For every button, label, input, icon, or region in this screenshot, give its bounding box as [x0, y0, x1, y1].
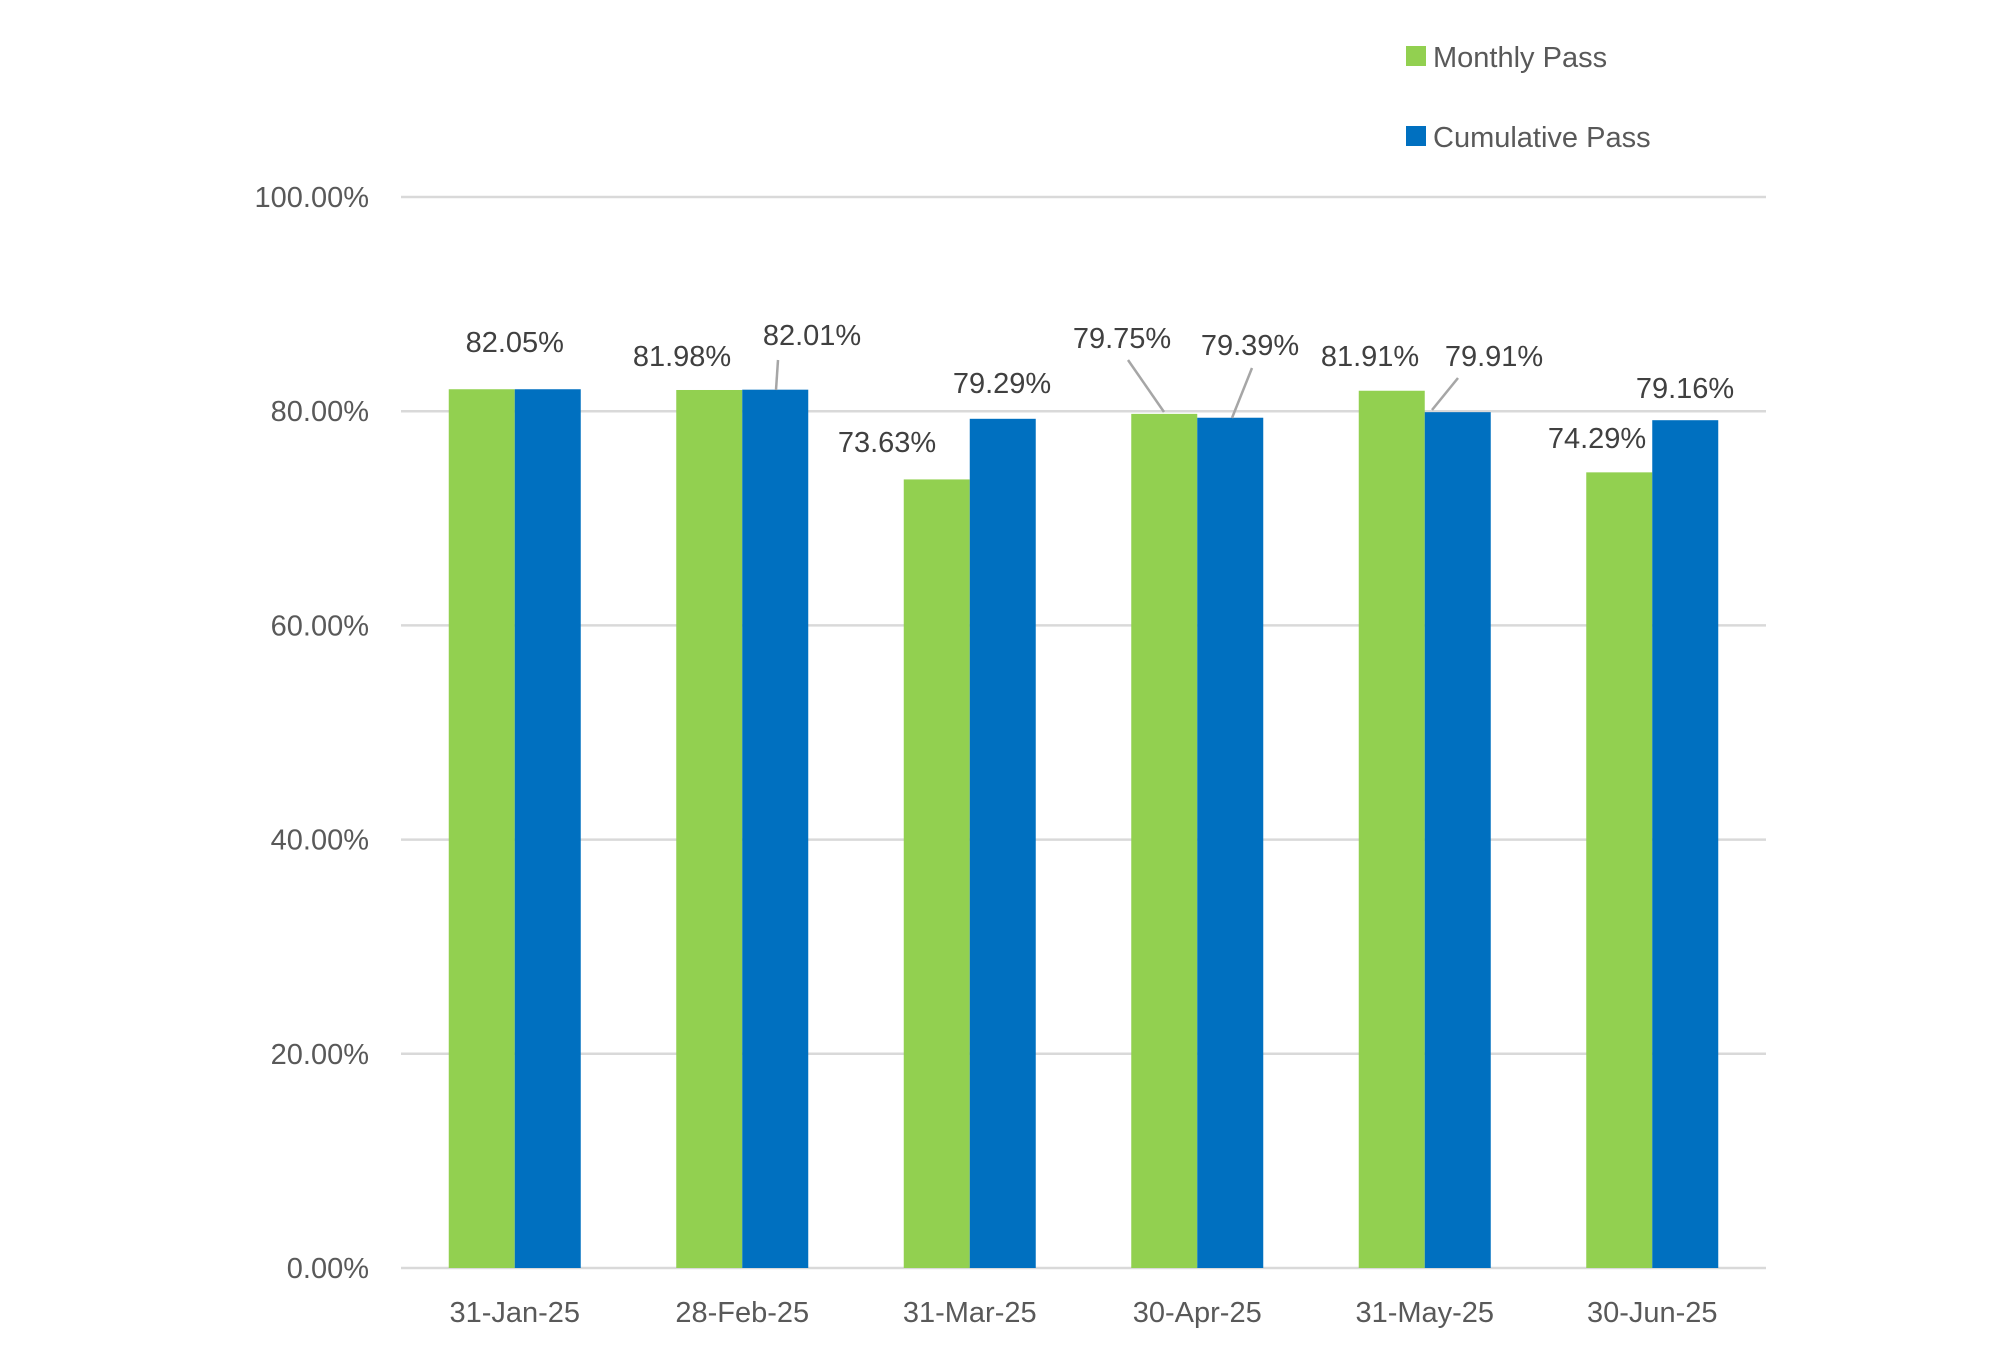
y-tick-label: 60.00%: [271, 610, 369, 642]
y-tick-label: 40.00%: [271, 825, 369, 857]
x-tick-label: 31-May-25: [1355, 1297, 1494, 1329]
bar-cumulative-pass: [969, 418, 1036, 1269]
bar-monthly-pass: [903, 479, 970, 1268]
x-tick-label: 31-Mar-25: [903, 1297, 1037, 1329]
data-labels: 82.05% 81.98% 82.01% 73.63% 79.29% 79.75% 79.3…: [466, 320, 1735, 459]
data-label-monthly-pass: 79.75%: [1073, 323, 1171, 355]
leader-line: [1126, 359, 1166, 413]
data-label-cumulative-pass: 82.01%: [763, 320, 861, 352]
data-label-monthly-pass: 81.91%: [1321, 341, 1419, 373]
gridlines: [401, 195, 1766, 1270]
y-tick-label: 20.00%: [271, 1039, 369, 1071]
bar-cumulative-pass: [1652, 420, 1719, 1268]
bar-monthly-pass: [676, 389, 743, 1268]
bar-monthly-pass: [1586, 472, 1653, 1268]
leader-line: [1431, 377, 1459, 411]
legend-label: Monthly Pass: [1433, 42, 1607, 74]
y-axis: 0.00% 20.00% 40.00% 60.00% 80.00% 100.00%: [255, 182, 370, 1285]
data-label-cumulative-pass: 79.91%: [1445, 341, 1543, 373]
x-tick-label: 28-Feb-25: [675, 1297, 809, 1329]
data-label-monthly-pass: 73.63%: [838, 427, 936, 459]
bar-cumulative-pass: [1424, 412, 1491, 1268]
bar-monthly-pass: [1131, 413, 1198, 1268]
bars: [448, 389, 1719, 1269]
leader-line: [1230, 367, 1254, 419]
y-tick-label: 100.00%: [255, 182, 370, 214]
legend-swatch: [1406, 46, 1426, 66]
y-tick-label: 0.00%: [287, 1253, 369, 1285]
bar-cumulative-pass: [514, 389, 581, 1268]
leader-line: [774, 359, 780, 391]
bar-monthly-pass: [448, 389, 515, 1268]
bar-cumulative-pass: [742, 389, 809, 1268]
data-label-monthly-pass: 81.98%: [633, 341, 731, 373]
data-label-monthly-pass: 74.29%: [1548, 423, 1646, 455]
legend-swatch: [1406, 126, 1426, 146]
leader-lines: [774, 359, 1459, 419]
legend: Monthly Pass Cumulative Pass: [1406, 42, 1651, 154]
x-axis: 31-Jan-25 28-Feb-25 31-Mar-25 30-Apr-25 31-M…: [449, 1297, 1717, 1329]
legend-label: Cumulative Pass: [1433, 122, 1651, 154]
data-label-cumulative-pass: 79.39%: [1201, 330, 1299, 362]
data-label-cumulative-pass: 82.05%: [466, 327, 564, 359]
bar-monthly-pass: [1358, 390, 1425, 1268]
x-tick-label: 30-Apr-25: [1133, 1297, 1262, 1329]
data-label-cumulative-pass: 79.16%: [1636, 373, 1734, 405]
bar-cumulative-pass: [1197, 417, 1264, 1268]
x-tick-label: 30-Jun-25: [1587, 1297, 1718, 1329]
x-tick-label: 31-Jan-25: [449, 1297, 580, 1329]
data-label-cumulative-pass: 79.29%: [953, 368, 1051, 400]
y-tick-label: 80.00%: [271, 396, 369, 428]
